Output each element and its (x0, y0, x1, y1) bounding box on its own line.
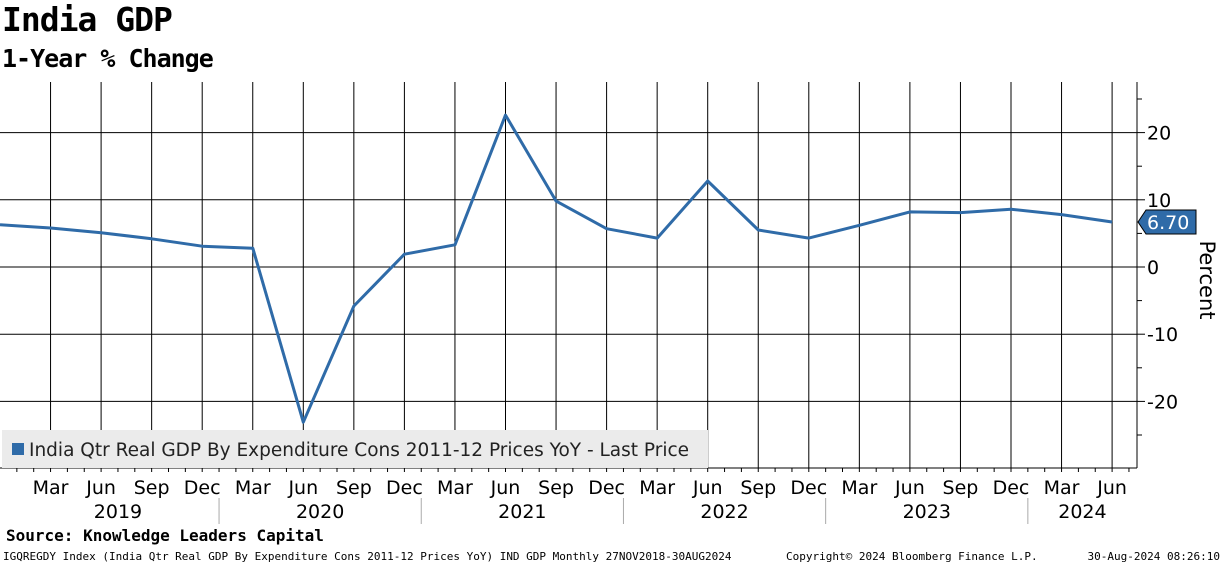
x-tick-label: Mar (235, 477, 271, 499)
y-tick-label: 0 (1147, 257, 1159, 279)
x-tick-label: Jun (490, 477, 521, 499)
y-tick-label: -20 (1147, 391, 1178, 413)
x-tick-label: Jun (287, 477, 318, 499)
y-axis-label: Percent (1195, 240, 1219, 319)
legend-box (2, 430, 708, 468)
x-tick-label: Mar (1044, 477, 1080, 499)
chart-subtitle: 1-Year % Change (2, 44, 214, 73)
x-tick-label: Dec (184, 477, 221, 499)
last-value-marker (1137, 209, 1197, 235)
x-tick-label: Mar (639, 477, 675, 499)
y-tick-label: 20 (1147, 123, 1171, 145)
x-tick-label: Jun (1096, 477, 1127, 499)
footer-timestamp: 30-Aug-2024 08:26:10 (1087, 550, 1220, 563)
y-tick-label: -10 (1147, 324, 1178, 346)
year-label: 2020 (296, 501, 344, 523)
x-tick-label: Dec (588, 477, 625, 499)
x-tick-label: Dec (993, 477, 1030, 499)
x-tick-label: Sep (538, 477, 574, 499)
x-tick-label: Mar (33, 477, 69, 499)
year-label: 2019 (94, 501, 142, 523)
x-tick-label: Jun (894, 477, 925, 499)
x-tick-label: Sep (336, 477, 372, 499)
footer-copyright: Copyright© 2024 Bloomberg Finance L.P. (786, 550, 1038, 563)
legend-entry: India Qtr Real GDP By Expenditure Cons 2… (29, 440, 689, 461)
source-note: Source: Knowledge Leaders Capital (6, 526, 324, 545)
x-tick-label: Sep (943, 477, 979, 499)
year-label: 2022 (700, 501, 748, 523)
year-label: 2024 (1058, 501, 1106, 523)
x-tick-label: Dec (790, 477, 827, 499)
year-label: 2023 (903, 501, 951, 523)
x-tick-label: Mar (437, 477, 473, 499)
legend-swatch (12, 443, 24, 455)
x-tick-label: Dec (386, 477, 423, 499)
last-value-label: 6.70 (1147, 212, 1189, 234)
y-tick-label: 10 (1147, 190, 1171, 212)
x-tick-label: Sep (740, 477, 776, 499)
footer-ticker-info: IGQREGDY Index (India Qtr Real GDP By Ex… (3, 550, 732, 563)
x-tick-label: Jun (692, 477, 723, 499)
x-tick-label: Mar (841, 477, 877, 499)
x-tick-label: Sep (134, 477, 170, 499)
x-tick-label: Jun (85, 477, 116, 499)
series-line (0, 113, 1113, 424)
year-label: 2021 (498, 501, 546, 523)
chart-title: India GDP (2, 0, 173, 39)
